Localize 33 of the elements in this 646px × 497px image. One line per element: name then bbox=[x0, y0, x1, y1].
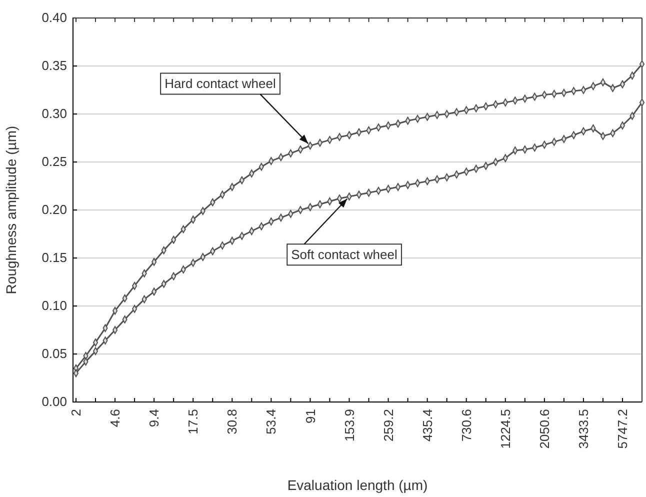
y-tick-label: 0.20 bbox=[42, 202, 67, 218]
x-tick-label: 2050.6 bbox=[536, 409, 552, 449]
x-tick-label: 435.4 bbox=[420, 409, 435, 442]
y-tick-label: 0.05 bbox=[42, 346, 67, 362]
annotation: Hard contact wheel bbox=[164, 76, 276, 92]
x-tick-label: 2 bbox=[68, 409, 84, 416]
x-tick-label: 17.5 bbox=[186, 409, 201, 434]
x-tick-label: 1224.5 bbox=[498, 409, 513, 449]
x-axis-title: Evaluation length (µm) bbox=[287, 477, 428, 493]
x-tick-label: 30.8 bbox=[224, 409, 240, 434]
point bbox=[639, 60, 645, 68]
y-axis-title: Roughness amplitude (µm) bbox=[3, 126, 19, 294]
point bbox=[356, 128, 362, 136]
point bbox=[356, 190, 362, 199]
x-tick-label: 3433.5 bbox=[576, 409, 591, 449]
y-tick-label: 0.15 bbox=[42, 250, 67, 266]
point bbox=[73, 369, 79, 378]
x-tick-label: 53.4 bbox=[264, 409, 279, 434]
x-tick-label: 153.9 bbox=[342, 409, 357, 442]
x-tick-label: 730.6 bbox=[458, 409, 474, 442]
x-tick-label: 91 bbox=[302, 409, 318, 424]
x-tick-label: 9.4 bbox=[146, 409, 162, 428]
annotation: Soft contact wheel bbox=[291, 247, 398, 262]
y-tick-label: 0.30 bbox=[42, 106, 67, 122]
point bbox=[639, 98, 645, 106]
y-tick-label: 0.25 bbox=[42, 154, 67, 170]
x-tick-label: 259.2 bbox=[380, 409, 396, 442]
y-tick-label: 0.40 bbox=[42, 10, 67, 26]
y-tick-label: 0.10 bbox=[42, 298, 67, 314]
y-tick-label: 0.00 bbox=[42, 394, 67, 410]
x-tick-label: 4.6 bbox=[108, 409, 123, 428]
y-tick-label: 0.35 bbox=[42, 58, 67, 74]
x-tick-label: 5747.2 bbox=[615, 409, 630, 449]
